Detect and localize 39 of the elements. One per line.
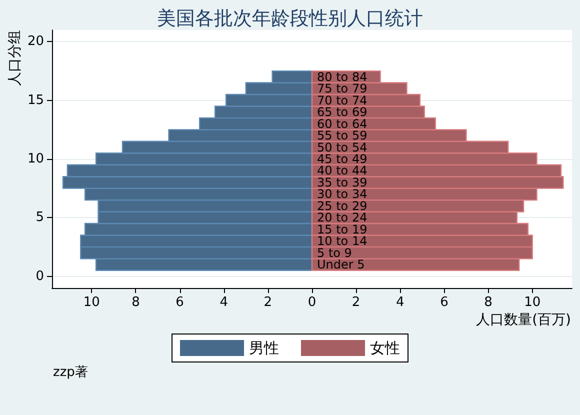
annotation: 65 to 69 xyxy=(317,105,368,120)
annotation: 40 to 44 xyxy=(317,164,368,178)
x-tick-label: 4 xyxy=(396,295,404,310)
annotation: 60 to 64 xyxy=(317,116,368,131)
annotation: 45 to 49 xyxy=(317,152,368,166)
x-tick-label: 10 xyxy=(83,295,100,310)
x-tick-label: 0 xyxy=(308,295,316,310)
x-tick-label: 8 xyxy=(484,295,492,310)
legend-label: 女性 xyxy=(370,339,400,357)
x-tick-label: 6 xyxy=(176,295,184,310)
x-tick-label: 2 xyxy=(264,295,272,310)
legend-label: 男性 xyxy=(249,339,279,357)
x-tick-label: 4 xyxy=(220,295,228,310)
y-tick-label: 15 xyxy=(27,92,44,108)
annotation: 15 to 19 xyxy=(317,222,368,236)
annotation: 5 to 9 xyxy=(317,246,352,260)
x-tick-label: 2 xyxy=(352,295,360,310)
x-tick-label: 8 xyxy=(132,295,140,310)
text: zzp著 xyxy=(53,365,88,380)
x-axis-title: 人口数量(百万) xyxy=(476,312,572,328)
x-tick-label: 10 xyxy=(524,295,541,310)
annotation: 70 to 74 xyxy=(317,93,368,108)
annotation: 25 to 29 xyxy=(317,198,368,213)
annotation: 55 to 59 xyxy=(317,128,368,143)
annotation: Under 5 xyxy=(317,258,365,272)
annotation: 80 to 84 xyxy=(317,70,368,84)
x-tick-label: 6 xyxy=(440,295,448,310)
chart-title: 美国各批次年龄段性别人口统计 xyxy=(157,8,423,30)
annotation: 30 to 34 xyxy=(317,187,368,202)
y-tick-label: 20 xyxy=(27,34,44,50)
annotation: 35 to 39 xyxy=(317,175,368,190)
annotation: 20 to 24 xyxy=(317,210,368,225)
annotation: 50 to 54 xyxy=(317,140,368,154)
y-axis-title: 人口分组 xyxy=(7,30,23,86)
y-tick-label: 0 xyxy=(36,268,44,284)
annotation: 10 to 14 xyxy=(317,234,368,248)
annotation: 75 to 79 xyxy=(317,82,368,96)
y-tick-label: 5 xyxy=(36,210,44,226)
y-tick-label: 10 xyxy=(27,152,44,166)
